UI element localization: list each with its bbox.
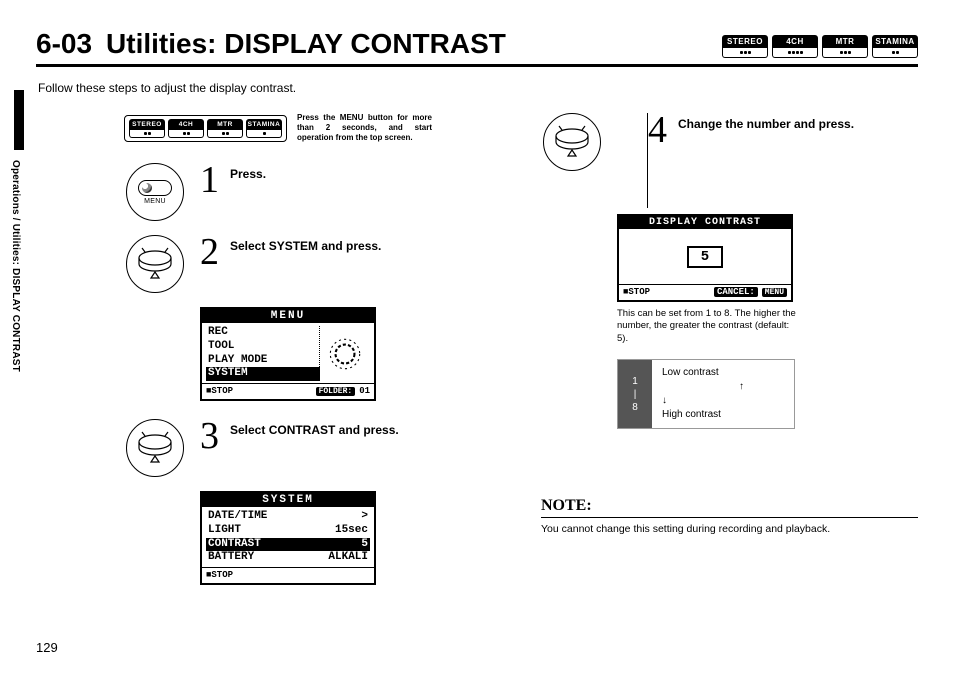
lcd-contrast-screen: DISPLAY CONTRAST 5 ■STOP CANCEL: MENU [617, 214, 793, 302]
mode-badge-stamina: STAMINA [246, 119, 282, 138]
mode-badge-mtr: MTR [822, 35, 868, 58]
step-number: 1 [200, 163, 222, 197]
menu-button-icon: MENU [126, 163, 184, 221]
step-3: 3 Select CONTRAST and press. [124, 419, 501, 477]
contrast-value: 5 [687, 246, 723, 268]
step-text: Press. [230, 163, 266, 182]
page-title: Utilities: DISPLAY CONTRAST [106, 28, 722, 60]
hint-text: Press the MENU button for more than 2 se… [297, 113, 432, 143]
mode-badge-mtr: MTR [207, 119, 243, 138]
lcd-title: DISPLAY CONTRAST [619, 216, 791, 229]
dial-icon [543, 113, 601, 171]
note-heading: NOTE: [541, 497, 918, 518]
page-number: 129 [36, 640, 58, 655]
step-text: Select CONTRAST and press. [230, 419, 399, 438]
lcd-title: MENU [202, 309, 374, 323]
lcd-footer-left: ■STOP [623, 287, 650, 297]
contrast-range-table: 1 | 8 Low contrast ↑ ↓ High contrast [617, 359, 795, 429]
side-section-label: Operations / Utilities: DISPLAY CONTRAST [10, 160, 21, 372]
step-1: MENU 1 Press. [124, 163, 501, 221]
note-block: NOTE: You cannot change this setting dur… [541, 497, 918, 536]
lcd-footer-left: ■STOP [206, 570, 233, 580]
side-tab-marker [14, 90, 24, 150]
mode-badge-4ch: 4CH [772, 35, 818, 58]
hint-box: STEREO 4CH MTR STAMINA Press the MENU bu… [124, 113, 501, 143]
step-4: 4 Change the number and press. [541, 113, 918, 208]
mode-badges: STEREO 4CH MTR STAMINA [722, 35, 918, 58]
step-number: 2 [200, 235, 222, 269]
lcd-system-screen: SYSTEM DATE/TIME> LIGHT15sec CONTRAST5 B… [200, 491, 376, 585]
mode-badge-stereo: STEREO [129, 119, 165, 138]
step-text: Change the number and press. [678, 113, 854, 132]
lcd-footer-left: ■STOP [206, 386, 233, 396]
gear-icon [324, 333, 366, 375]
step-number: 3 [200, 419, 222, 453]
dial-icon [126, 235, 184, 293]
lcd-title: SYSTEM [202, 493, 374, 507]
lcd-menu-screen: MENU REC TOOL PLAY MODE SYSTEM ■STOP FOL… [200, 307, 376, 401]
intro-text: Follow these steps to adjust the display… [38, 81, 918, 95]
mode-badge-stamina: STAMINA [872, 35, 918, 58]
step-text: Select SYSTEM and press. [230, 235, 381, 254]
mode-badge-stereo: STEREO [722, 35, 768, 58]
caption-text: This can be set from 1 to 8. The higher … [617, 308, 797, 345]
step-number: 4 [648, 113, 670, 147]
page-header: 6-03 Utilities: DISPLAY CONTRAST STEREO … [36, 28, 918, 67]
section-number: 6-03 [36, 28, 92, 60]
note-body: You cannot change this setting during re… [541, 522, 918, 536]
step-2: 2 Select SYSTEM and press. [124, 235, 501, 293]
dial-icon [126, 419, 184, 477]
mode-badge-4ch: 4CH [168, 119, 204, 138]
